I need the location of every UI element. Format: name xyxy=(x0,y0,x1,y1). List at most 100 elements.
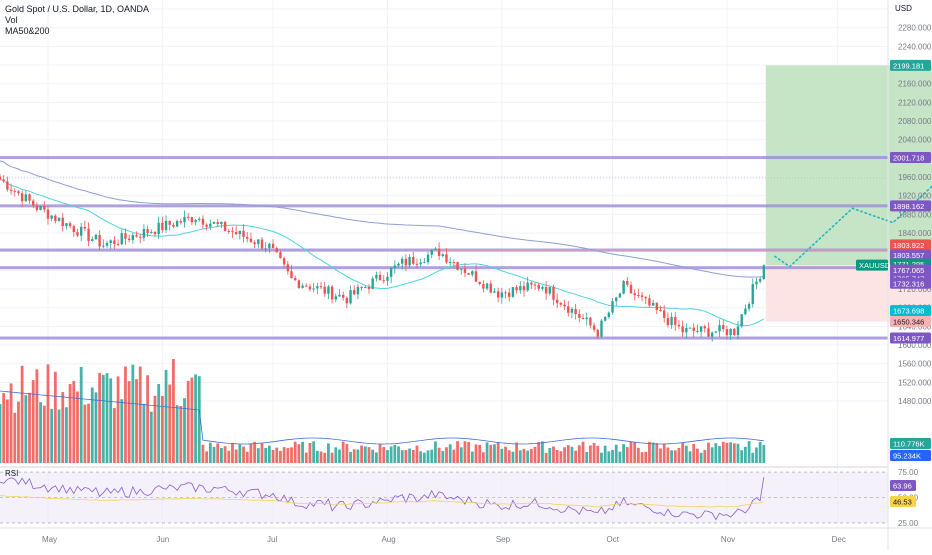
candle-body xyxy=(375,274,378,279)
candle-body xyxy=(419,262,422,265)
volume-bar xyxy=(301,441,304,463)
price-tag-label: 1673.698 xyxy=(893,307,924,316)
volume-bar xyxy=(515,442,518,463)
volume-bar xyxy=(430,449,434,463)
candle-body xyxy=(710,332,714,337)
candle-body xyxy=(223,221,227,231)
candle-body xyxy=(670,316,673,326)
volume-bar xyxy=(581,441,585,463)
candle-body xyxy=(28,194,31,201)
volume-bar xyxy=(330,452,334,463)
candle-body xyxy=(648,298,651,306)
candle-body xyxy=(319,286,323,288)
candle-body xyxy=(338,294,341,297)
volume-bar xyxy=(585,451,589,463)
candle-body xyxy=(452,262,456,264)
candle-body xyxy=(345,297,349,304)
candle-body xyxy=(142,229,146,238)
chart-title[interactable]: Gold Spot / U.S. Dollar, 1D, OANDA xyxy=(5,4,150,14)
candle-body xyxy=(526,282,529,291)
candle-body xyxy=(762,265,766,280)
candle-body xyxy=(105,242,109,246)
volume-bar xyxy=(592,443,596,463)
volume-bar xyxy=(541,441,544,463)
volume-bar xyxy=(419,451,423,463)
candle-body xyxy=(722,325,725,330)
candle-body xyxy=(688,327,692,329)
candle-body xyxy=(301,285,304,288)
volume-bar xyxy=(603,445,607,463)
volume-bar xyxy=(124,366,127,463)
volume-bar xyxy=(46,364,50,463)
volume-bar xyxy=(622,444,626,463)
volume-bar xyxy=(72,380,76,463)
volume-bar xyxy=(234,449,238,463)
candle-body xyxy=(46,209,50,219)
volume-bar xyxy=(648,441,651,463)
volume-indicator-label[interactable]: Vol xyxy=(5,15,18,25)
candle-body xyxy=(157,222,160,235)
volume-bar xyxy=(135,379,138,463)
price-tag xyxy=(890,249,931,261)
candle-body xyxy=(124,233,127,239)
volume-bar xyxy=(315,450,319,463)
volume-bar xyxy=(485,442,489,463)
candle-body xyxy=(131,235,135,241)
volume-bar xyxy=(308,443,312,463)
volume-bar xyxy=(57,409,61,463)
volume-bar xyxy=(275,447,279,463)
volume-bar xyxy=(90,387,94,463)
candle-body xyxy=(54,215,57,221)
rsi-title: RSI xyxy=(5,469,18,478)
volume-bar xyxy=(732,443,736,463)
volume-bar xyxy=(577,445,581,463)
candle-body xyxy=(633,293,636,296)
candle-body xyxy=(508,292,511,297)
volume-bar xyxy=(194,374,197,463)
volume-bar xyxy=(684,445,688,463)
volume-bar xyxy=(65,407,68,463)
volume-bar xyxy=(703,449,707,463)
ma-indicator-label[interactable]: MA50&200 xyxy=(5,26,50,36)
volume-bar xyxy=(544,452,548,463)
candle-body xyxy=(496,291,500,298)
horizontal-level-line xyxy=(0,336,888,340)
volume-bar xyxy=(496,442,500,463)
volume-bar xyxy=(751,452,755,463)
candle-body xyxy=(603,317,607,321)
candle-body xyxy=(467,272,470,275)
volume-bar xyxy=(172,359,175,463)
candle-body xyxy=(567,306,570,313)
ma200-line xyxy=(0,160,764,278)
volume-bar xyxy=(526,450,530,463)
volume-bar xyxy=(721,441,725,463)
candle-body xyxy=(570,308,574,313)
candle-body xyxy=(389,267,393,277)
candle-body xyxy=(386,276,389,281)
price-tag-label: 2001.718 xyxy=(893,154,924,163)
candle-body xyxy=(161,222,164,230)
volume-bar xyxy=(644,451,648,463)
candle-body xyxy=(61,217,64,227)
candle-body xyxy=(622,281,625,294)
volume-bar xyxy=(537,442,541,463)
volume-bar xyxy=(131,364,135,463)
candle-body xyxy=(544,286,548,294)
ma50-line xyxy=(0,179,765,327)
volume-bar xyxy=(286,448,290,463)
price-tag-label: 1614.977 xyxy=(893,334,924,343)
volume-bar xyxy=(651,442,655,463)
candle-body xyxy=(426,254,430,263)
volume-bar xyxy=(574,450,578,463)
volume-bar xyxy=(397,446,400,463)
volume-tag-label: 110.776K xyxy=(893,440,925,449)
volume-bar xyxy=(511,451,515,463)
candle-body xyxy=(198,218,201,221)
candle-body xyxy=(515,287,518,291)
candle-body xyxy=(290,271,293,278)
candle-body xyxy=(699,326,703,332)
volume-bar xyxy=(345,443,349,463)
volume-bar xyxy=(456,441,459,463)
price-tag-label: 1650.346 xyxy=(893,318,924,327)
